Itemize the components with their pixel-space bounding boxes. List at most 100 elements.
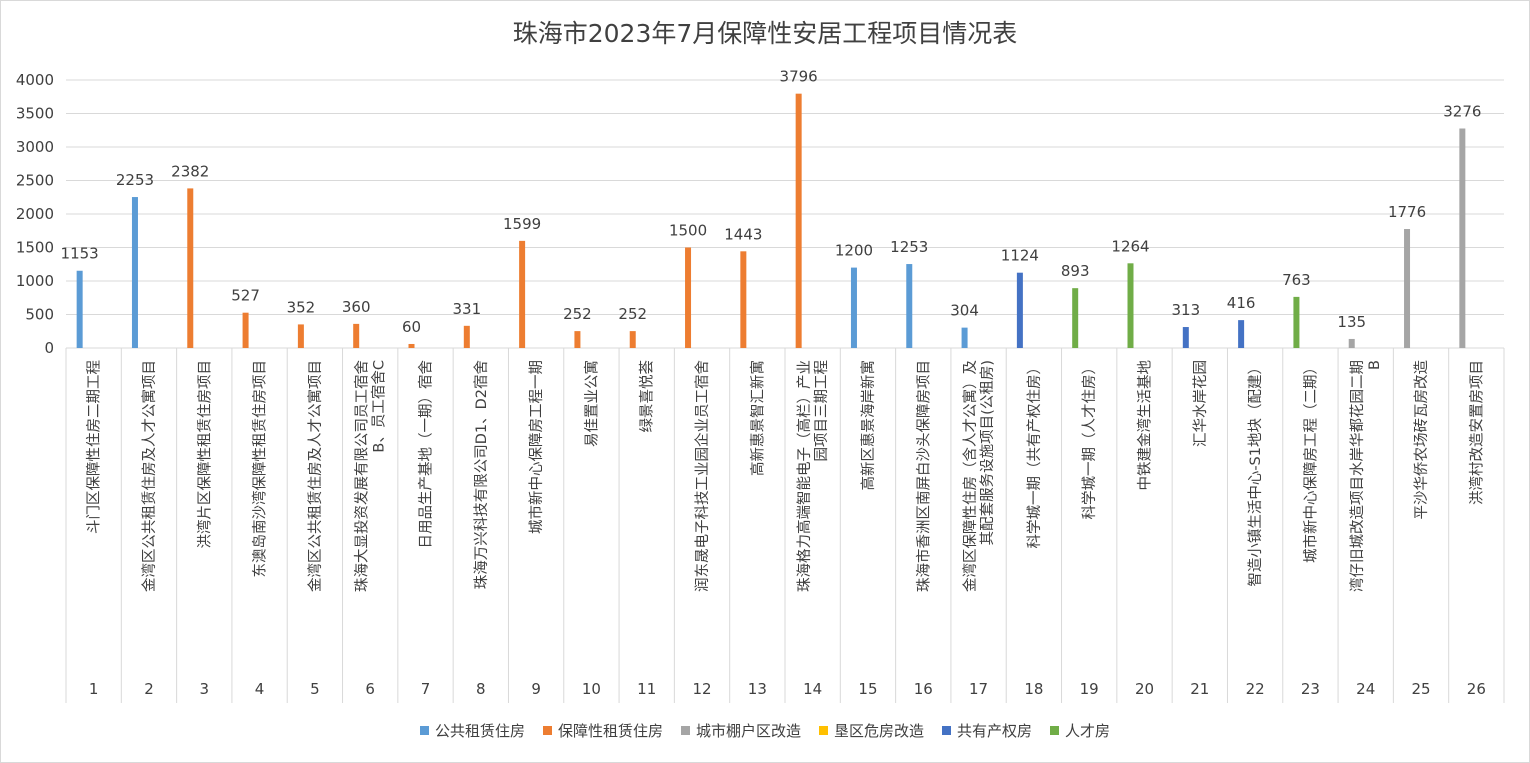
bar	[961, 327, 968, 348]
category-number: 13	[748, 680, 767, 698]
bar	[1182, 327, 1189, 348]
category-label: 金湾区公共租赁住房及人才公寓项目	[306, 360, 324, 592]
legend-item: 城市棚户区改造	[680, 720, 801, 741]
bar	[1459, 128, 1466, 348]
legend-swatch	[680, 726, 690, 735]
category-number: 17	[969, 680, 988, 698]
category-number: 22	[1246, 680, 1265, 698]
category-label: 其配套服务设施项目(公租房)	[979, 360, 996, 545]
category-number: 21	[1190, 680, 1209, 698]
bar	[187, 188, 194, 348]
chart-title: 珠海市2023年7月保障性安居工程项目情况表	[512, 19, 1018, 48]
category-label: 中铁建金湾生活基地	[1137, 360, 1154, 491]
bar	[906, 264, 913, 348]
category-number: 2	[144, 680, 154, 698]
legend-swatch	[1050, 726, 1060, 735]
data-label: 1253	[890, 238, 928, 256]
data-label: 135	[1337, 313, 1366, 331]
bar	[1072, 288, 1079, 348]
bar	[131, 197, 138, 348]
category-label: 洪湾片区保障性租赁住房项目	[195, 360, 213, 549]
legend-label: 城市棚户区改造	[695, 722, 801, 740]
data-label: 1599	[503, 215, 541, 233]
data-label: 252	[618, 305, 647, 323]
y-tick-label: 0	[44, 339, 54, 357]
bar	[1348, 338, 1355, 348]
data-label: 416	[1227, 294, 1256, 312]
category-number: 15	[858, 680, 877, 698]
data-label: 313	[1171, 301, 1200, 319]
bar	[463, 325, 470, 348]
category-label: B、员工宿舍C	[371, 360, 388, 453]
legend: 公共租赁住房 保障性租赁住房 城市棚户区改造 垦区危房改造 共有产权房 人才房	[0, 720, 1530, 741]
data-label: 1124	[1001, 247, 1039, 265]
data-label: 304	[950, 302, 979, 320]
category-number: 24	[1356, 680, 1375, 698]
data-label: 3796	[780, 68, 818, 86]
category-number: 4	[255, 680, 265, 698]
data-label: 2382	[171, 162, 209, 180]
category-number: 8	[476, 680, 486, 698]
category-label: 日用品生产基地（一期）宿舍	[418, 360, 435, 549]
legend-item: 垦区危房改造	[819, 720, 924, 741]
bar	[1293, 296, 1300, 348]
bar	[740, 251, 747, 348]
category-label: 珠海格力高端智能电子（高栏）产业	[796, 360, 813, 592]
category-number: 19	[1080, 680, 1099, 698]
category-label: 金湾区保障性住房（含人才公寓）及	[961, 360, 979, 592]
category-label: 科学城一期（共有产权住房）	[1026, 360, 1043, 549]
category-number: 3	[199, 680, 209, 698]
legend-item: 公共租赁住房	[419, 720, 525, 741]
legend-swatch	[819, 726, 828, 735]
legend-label: 人才房	[1065, 722, 1111, 740]
category-label: 绿景喜悦荟	[639, 360, 656, 433]
bar	[297, 324, 304, 348]
category-number: 5	[310, 680, 320, 698]
y-tick-label: 2500	[16, 172, 54, 190]
category-label: 高新惠景智汇新寓	[748, 360, 766, 476]
category-number: 23	[1301, 680, 1320, 698]
legend-item: 人才房	[1050, 720, 1110, 741]
y-tick-label: 3500	[16, 105, 54, 123]
bar	[1016, 272, 1023, 348]
y-tick-label: 1500	[16, 239, 54, 257]
legend-item: 保障性租赁住房	[542, 720, 663, 741]
bar	[685, 247, 692, 348]
bar	[1238, 320, 1245, 348]
y-tick-label: 500	[25, 306, 54, 324]
y-tick-label: 3000	[16, 138, 54, 156]
category-label: 珠海大显投资发展有限公司员工宿舍	[354, 360, 371, 592]
category-number: 26	[1467, 680, 1486, 698]
category-label: 东澳岛南沙湾保障性租赁住房项目	[251, 360, 269, 578]
data-label: 1776	[1388, 203, 1426, 221]
category-label: 湾仔旧城改造项目水岸华都花园二期	[1349, 360, 1366, 592]
data-label: 893	[1061, 262, 1090, 280]
bar	[519, 240, 526, 348]
category-number: 12	[692, 680, 711, 698]
category-number: 10	[582, 680, 601, 698]
bar	[574, 331, 581, 348]
data-label: 352	[287, 298, 316, 316]
data-label: 1500	[669, 222, 707, 240]
legend-swatch	[942, 726, 952, 735]
category-label: 城市新中心保障房工程（二期）	[1301, 360, 1319, 563]
category-number: 20	[1135, 680, 1154, 698]
category-label: 金湾区公共租赁住房及人才公寓项目	[140, 360, 158, 592]
category-label: 汇华水岸花园	[1192, 360, 1209, 447]
data-label: 3276	[1443, 103, 1481, 121]
bar	[408, 343, 415, 348]
bar	[353, 323, 360, 348]
bar	[850, 267, 857, 348]
category-number: 18	[1024, 680, 1043, 698]
category-label: 珠海万兴科技有限公司D1、D2宿舍	[473, 360, 490, 590]
category-number: 25	[1411, 680, 1430, 698]
data-label: 527	[231, 287, 260, 305]
category-number: 14	[803, 680, 822, 698]
data-label: 763	[1282, 271, 1311, 289]
category-label: 洪湾村改造安置房项目	[1468, 360, 1485, 505]
category-number: 6	[365, 680, 375, 698]
data-label: 1153	[61, 245, 99, 263]
category-number: 7	[421, 680, 431, 698]
category-label: 平沙华侨农场砖瓦房改造	[1413, 360, 1430, 520]
